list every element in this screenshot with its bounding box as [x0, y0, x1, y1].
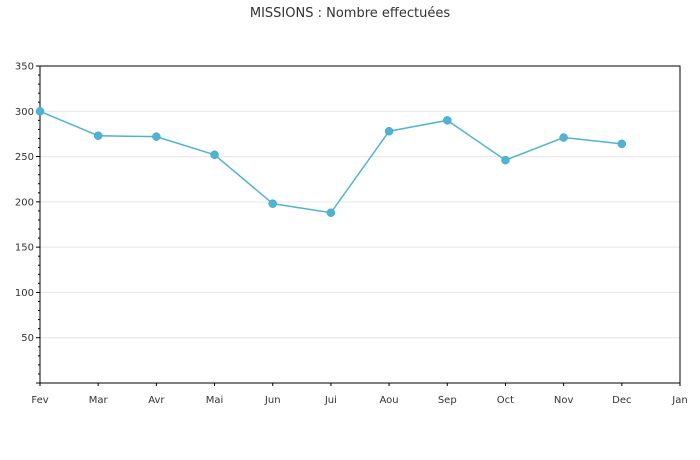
data-point [326, 208, 336, 217]
data-point [210, 150, 219, 160]
data-point [93, 131, 103, 140]
x-tick-label: Aou [380, 395, 399, 406]
x-tick-label: Fev [31, 395, 48, 406]
data-point [268, 199, 277, 208]
y-tick-label: 350 [15, 62, 34, 73]
y-tick-label: 250 [15, 152, 34, 163]
x-tick-label: Jan [671, 395, 687, 406]
y-tick-label: 100 [15, 288, 34, 299]
x-tick-label: Avr [148, 395, 165, 406]
y-tick-label: 150 [15, 243, 34, 254]
plot-frame [39, 65, 681, 384]
y-tick-label: 200 [15, 197, 34, 208]
x-tick-label: Nov [554, 395, 574, 406]
data-point [384, 126, 394, 136]
y-tick-label: 50 [21, 333, 34, 344]
x-tick-label: Jui [324, 395, 337, 406]
x-tick-label: Sep [438, 395, 457, 406]
x-tick-label: Mai [206, 395, 224, 406]
data-point [501, 155, 510, 165]
y-tick-label: 300 [15, 107, 34, 118]
x-tick-label: Oct [497, 395, 514, 406]
series-line [39, 110, 622, 214]
x-tick-label: Dec [612, 395, 631, 406]
data-point [559, 133, 568, 142]
x-tick-label: Mar [89, 395, 109, 406]
data-point [152, 132, 161, 141]
data-point [617, 139, 627, 149]
data-point [35, 107, 45, 116]
data-point [443, 116, 452, 125]
x-tick-label: Jun [264, 395, 281, 406]
chart-title: MISSIONS : Nombre effectuées [249, 6, 451, 21]
